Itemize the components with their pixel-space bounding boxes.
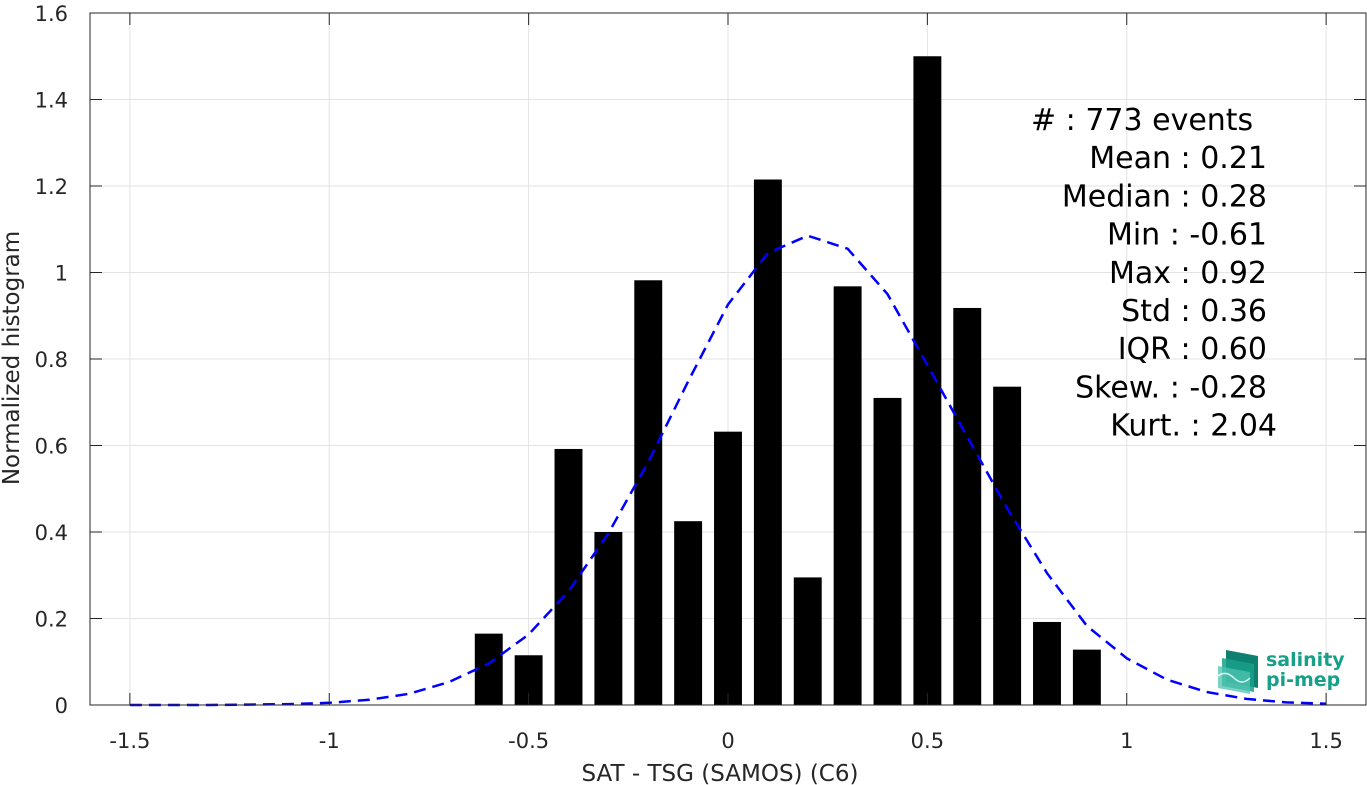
y-tick-label-0: 0 xyxy=(55,694,68,718)
stat-line-4: Max : 0.92 xyxy=(1109,256,1267,291)
x-tick-label-4: 0.5 xyxy=(911,729,944,753)
salinity-pi-mep-logo: salinity pi-mep xyxy=(1217,649,1345,694)
stat-line-0: # : 773 events xyxy=(1031,103,1253,138)
histogram-bar-2 xyxy=(554,448,583,705)
stat-line-1: Mean : 0.21 xyxy=(1089,141,1267,176)
y-tick-label-1: 0.2 xyxy=(35,608,68,632)
x-axis-label: SAT - TSG (SAMOS) (C6) xyxy=(582,761,859,785)
y-tick-label-5: 1 xyxy=(55,262,68,286)
histogram-bar-10 xyxy=(873,397,902,705)
histogram-bar-15 xyxy=(1072,649,1101,705)
y-tick-label-4: 0.8 xyxy=(35,348,68,372)
stat-line-5: Std : 0.36 xyxy=(1121,294,1267,329)
y-tick-label-3: 0.6 xyxy=(35,435,68,459)
x-tick-label-2: -0.5 xyxy=(508,729,549,753)
y-tick-label-8: 1.6 xyxy=(35,2,68,26)
histogram-bar-9 xyxy=(833,286,862,705)
histogram-bar-6 xyxy=(714,431,742,705)
y-tick-label-2: 0.4 xyxy=(35,521,68,545)
x-tick-label-0: -1.5 xyxy=(109,729,150,753)
y-axis-label: Normalized histogram xyxy=(0,231,25,485)
y-tick-labels: 0 0.2 0.4 0.6 0.8 1 1.2 1.4 1.6 xyxy=(35,2,68,718)
histogram-bar-3 xyxy=(594,532,623,705)
x-tick-label-6: 1.5 xyxy=(1309,729,1342,753)
y-tick-label-6: 1.2 xyxy=(35,175,68,199)
stat-line-2: Median : 0.28 xyxy=(1062,179,1267,214)
histogram-bar-14 xyxy=(1033,621,1061,705)
x-tick-label-3: 0 xyxy=(721,729,734,753)
logo-mark-icon xyxy=(1217,650,1258,694)
x-tick-label-5: 1 xyxy=(1120,729,1133,753)
axes-frame xyxy=(89,12,1367,706)
logo-line-1: salinity xyxy=(1266,649,1345,671)
x-tick-labels: -1.5 -1 -0.5 0 0.5 1 1.5 xyxy=(109,729,1342,753)
y-tick-label-7: 1.4 xyxy=(35,89,68,113)
histogram-bars xyxy=(474,56,1101,705)
histogram-bar-12 xyxy=(953,307,982,705)
histogram-bar-13 xyxy=(993,386,1022,705)
stat-line-7: Skew. : -0.28 xyxy=(1075,370,1267,405)
stat-line-6: IQR : 0.60 xyxy=(1118,332,1267,367)
histogram-bar-0 xyxy=(474,633,503,705)
histogram-bar-8 xyxy=(793,577,822,705)
stat-line-3: Min : -0.61 xyxy=(1107,218,1267,253)
logo-line-2: pi-mep xyxy=(1266,669,1340,691)
histogram-bar-7 xyxy=(753,179,782,705)
stat-line-8: Kurt. : 2.04 xyxy=(1110,409,1277,444)
histogram-bar-5 xyxy=(674,521,703,705)
histogram-bar-4 xyxy=(634,280,663,705)
x-tick-label-1: -1 xyxy=(319,729,340,753)
